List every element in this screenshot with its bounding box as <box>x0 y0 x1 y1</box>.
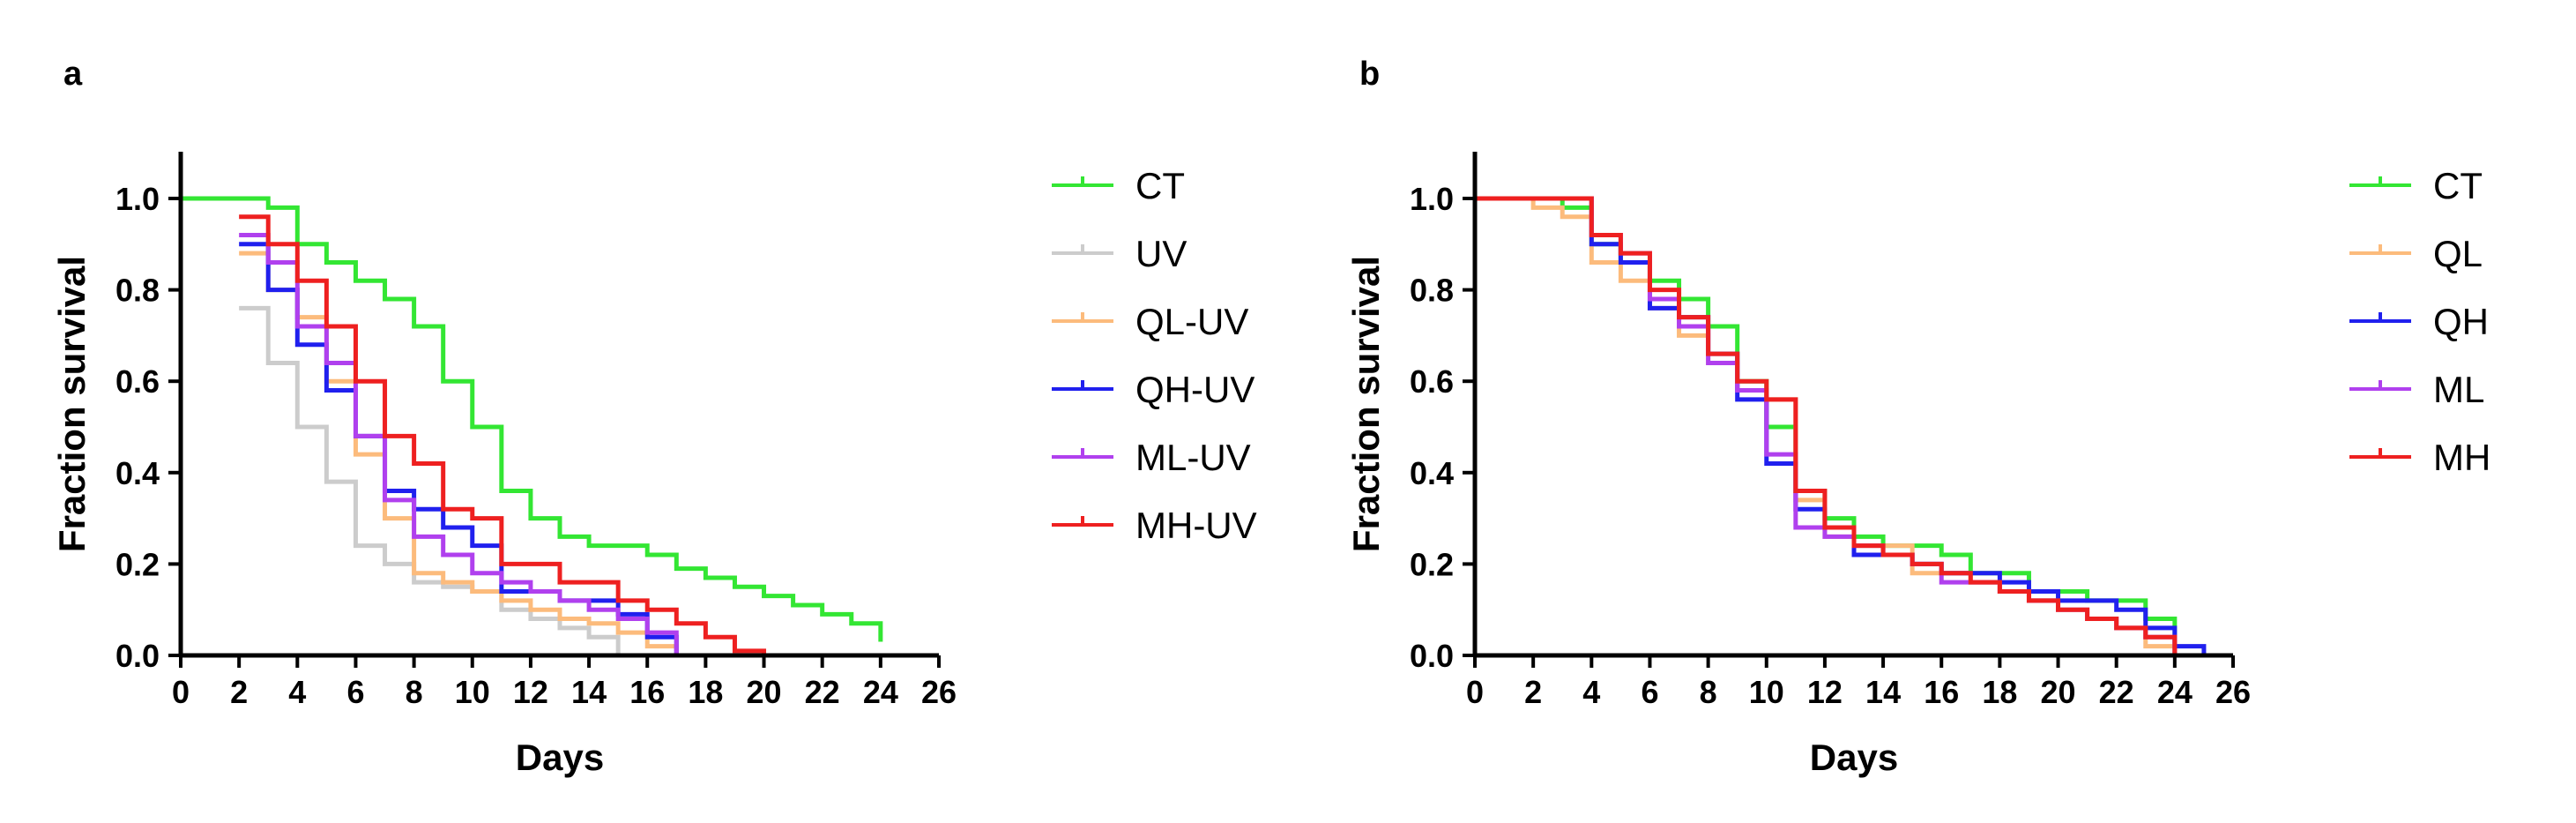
panel-a-y-tick-label: 0.4 <box>115 455 160 491</box>
panel-b-y-tick-label: 1.0 <box>1410 181 1454 217</box>
panel-a-series-qh-uv <box>239 242 679 655</box>
panel-b-x-tick-label: 24 <box>2157 674 2193 710</box>
panel-a-x-tick-label: 4 <box>288 674 306 710</box>
panel-b-x-tick-label: 6 <box>1641 674 1658 710</box>
legend-item-ct: CT <box>1052 165 1185 206</box>
panel-a-x-tick-label: 10 <box>455 674 490 710</box>
panel-b-x-tick-label: 0 <box>1466 674 1484 710</box>
legend-label-qh: QH <box>2433 301 2489 342</box>
panel-a-x-tick-label: 22 <box>805 674 840 710</box>
panel-a-x-tick-label: 16 <box>629 674 665 710</box>
panel-a-x-tick-label: 8 <box>406 674 423 710</box>
panel-a: a 0 2 4 6 8 10 12 14 16 18 20 22 24 260.00.20.40.60.8… <box>51 56 1257 778</box>
panel-b-x-tick-label: 20 <box>2041 674 2076 710</box>
panel-a-x-tick-label: 2 <box>230 674 248 710</box>
legend-label-ql: QL <box>2433 233 2483 274</box>
legend-item-ml-uv: ML-UV <box>1052 437 1251 478</box>
legend-label-ml: ML <box>2433 369 2484 410</box>
panel-a-plot-lines <box>181 196 883 655</box>
panel-b-x-tick-label: 16 <box>1924 674 1959 710</box>
panel-a-x-tick-label: 6 <box>346 674 364 710</box>
panel-a-label: a <box>63 56 83 93</box>
panel-b-x-axis-title: Days <box>1810 737 1898 778</box>
panel-b-x-tick-label: 22 <box>2099 674 2134 710</box>
panel-a-legend: CT UV QL-UV QH-UV ML-UV <box>1052 165 1257 546</box>
panel-b-y-tick-label: 0.2 <box>1410 546 1454 582</box>
legend-label-ct-b: CT <box>2433 165 2483 206</box>
panel-a-y-tick-label: 0.2 <box>115 546 160 582</box>
panel-b-x-tick-label: 2 <box>1524 674 1542 710</box>
panel-b-series-ct <box>1475 196 2178 655</box>
panel-a-x-tick-label: 12 <box>513 674 548 710</box>
panel-b-label: b <box>1359 56 1380 93</box>
panel-b-x-tick-label: 18 <box>1982 674 2017 710</box>
panel-a-y-tick-label: 0.8 <box>115 273 160 309</box>
legend-label-qh-uv: QH-UV <box>1135 369 1254 410</box>
panel-b-y-tick-label: 0.6 <box>1410 363 1454 400</box>
legend-label-ct: CT <box>1135 165 1185 206</box>
panel-a-y-axis-title: Fraction survival <box>51 256 93 552</box>
panel-b: b 0 2 4 6 8 10 12 14 16 18 20 22 24 260.00.20.40.60.8… <box>1345 56 2490 778</box>
panel-b-x-tick-label: 26 <box>2215 674 2251 710</box>
panel-b-series-qh <box>1475 196 2207 655</box>
panel-a-y-tick-label: 0.6 <box>115 363 160 400</box>
panel-b-y-tick-label: 0.0 <box>1410 638 1454 674</box>
panel-b-series-ql <box>1475 196 2178 655</box>
panel-b-y-tick-label: 0.4 <box>1410 455 1454 491</box>
panel-b-series-mh <box>1475 196 2178 655</box>
panel-b-ticks: 0 2 4 6 8 10 12 14 16 18 20 22 24 260.00.20.40.60.81.… <box>1410 181 2251 710</box>
panel-a-y-tick-label: 0.0 <box>115 638 160 674</box>
legend-item-uv: UV <box>1052 233 1187 274</box>
panel-a-x-tick-label: 18 <box>688 674 723 710</box>
legend-item-qh: QH <box>2349 301 2489 342</box>
legend-label-mh: MH <box>2433 437 2490 478</box>
panel-a-x-axis-title: Days <box>516 737 604 778</box>
panel-a-series-mh-uv <box>239 214 767 655</box>
panel-b-x-tick-label: 10 <box>1749 674 1784 710</box>
legend-label-uv: UV <box>1135 233 1187 274</box>
legend-label-ql-uv: QL-UV <box>1135 301 1248 342</box>
panel-b-x-tick-label: 8 <box>1700 674 1717 710</box>
panel-a-x-tick-label: 14 <box>571 674 607 710</box>
legend-item-mh-uv: MH-UV <box>1052 505 1257 546</box>
panel-b-legend: CT QL QH ML MH <box>2349 165 2490 478</box>
panel-a-series-ml-uv <box>239 232 679 655</box>
panel-a-x-tick-label: 20 <box>747 674 782 710</box>
legend-item-ql-uv: QL-UV <box>1052 301 1248 342</box>
panel-b-plot-lines <box>1475 196 2207 655</box>
panel-b-x-tick-label: 12 <box>1807 674 1843 710</box>
legend-label-ml-uv: ML-UV <box>1135 437 1251 478</box>
legend-item-qh-uv: QH-UV <box>1052 369 1254 410</box>
panel-a-ticks: 0 2 4 6 8 10 12 14 16 18 20 22 24 260.00.20.40.60.81.… <box>115 181 957 710</box>
panel-b-y-tick-label: 0.8 <box>1410 273 1454 309</box>
panel-a-x-tick-label: 0 <box>172 674 190 710</box>
legend-item-ql: QL <box>2349 233 2483 274</box>
panel-a-series-ql-uv <box>239 251 679 655</box>
panel-a-x-tick-label: 24 <box>863 674 898 710</box>
panel-b-y-axis-title: Fraction survival <box>1345 256 1387 552</box>
legend-label-mh-uv: MH-UV <box>1135 505 1257 546</box>
legend-item-ml: ML <box>2349 369 2484 410</box>
panel-a-y-tick-label: 1.0 <box>115 181 160 217</box>
panel-b-x-tick-label: 14 <box>1865 674 1901 710</box>
panel-a-series-uv <box>239 305 621 655</box>
legend-item-mh: MH <box>2349 437 2490 478</box>
legend-item-ct-b: CT <box>2349 165 2483 206</box>
panel-a-series-ct <box>181 196 883 642</box>
panel-a-x-tick-label: 26 <box>921 674 957 710</box>
panel-b-series-ml <box>1475 196 2178 655</box>
panel-b-x-tick-label: 4 <box>1582 674 1600 710</box>
